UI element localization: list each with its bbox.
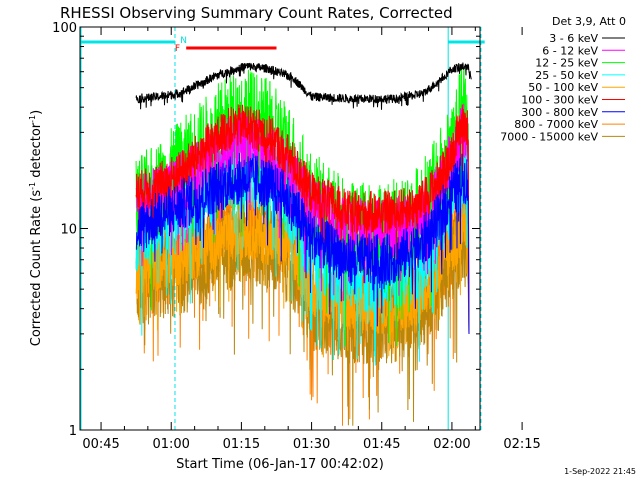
x-tick-label: 02:00 bbox=[433, 437, 470, 452]
legend-label: 6 - 12 keV bbox=[542, 44, 598, 57]
legend-label: 100 - 300 keV bbox=[521, 94, 598, 107]
flag-label-f: F bbox=[175, 44, 180, 54]
axes: 1 10 100 00:45 01:00 01:15 01:30 01:45 02:00 02:1… bbox=[52, 21, 541, 452]
x-tick-label: 01:30 bbox=[293, 437, 330, 452]
legend-label: 3 - 6 keV bbox=[549, 32, 598, 45]
legend-label: 300 - 800 keV bbox=[521, 106, 598, 119]
series-layer bbox=[135, 62, 472, 426]
flag-layer: NF bbox=[175, 36, 277, 54]
x-tick-label: 02:15 bbox=[503, 437, 540, 452]
x-tick-label: 00:45 bbox=[82, 437, 119, 452]
chart-title: RHESSI Observing Summary Count Rates, Co… bbox=[60, 4, 453, 22]
legend-label: 800 - 7000 keV bbox=[514, 118, 598, 131]
legend-label: 12 - 25 keV bbox=[535, 57, 598, 70]
series-line-300-800kev bbox=[135, 152, 470, 334]
y-tick-label: 100 bbox=[52, 21, 77, 36]
series-line-100-300kev bbox=[135, 104, 470, 334]
legend-title: Det 3,9, Att 0 bbox=[552, 15, 626, 28]
x-tick-label: 01:15 bbox=[223, 437, 260, 452]
series-line-50-100kev bbox=[135, 205, 470, 362]
footer-timestamp: 1-Sep-2022 21:45 bbox=[564, 467, 636, 476]
legend-label: 7000 - 15000 keV bbox=[500, 130, 598, 143]
x-tick-label: 01:00 bbox=[152, 437, 189, 452]
series-line-3-6kev bbox=[135, 62, 472, 110]
y-tick-label: 1 bbox=[69, 424, 77, 439]
legend-label: 25 - 50 keV bbox=[535, 69, 598, 82]
y-tick-label: 10 bbox=[60, 223, 77, 238]
x-tick-label: 01:45 bbox=[363, 437, 400, 452]
x-axis-label: Start Time (06-Jan-17 00:42:02) bbox=[176, 457, 384, 472]
y-axis-label: Corrected Count Rate (s-1 detector-1) bbox=[28, 110, 44, 346]
flag-label-n: N bbox=[180, 36, 187, 46]
legend-label: 50 - 100 keV bbox=[528, 81, 598, 94]
